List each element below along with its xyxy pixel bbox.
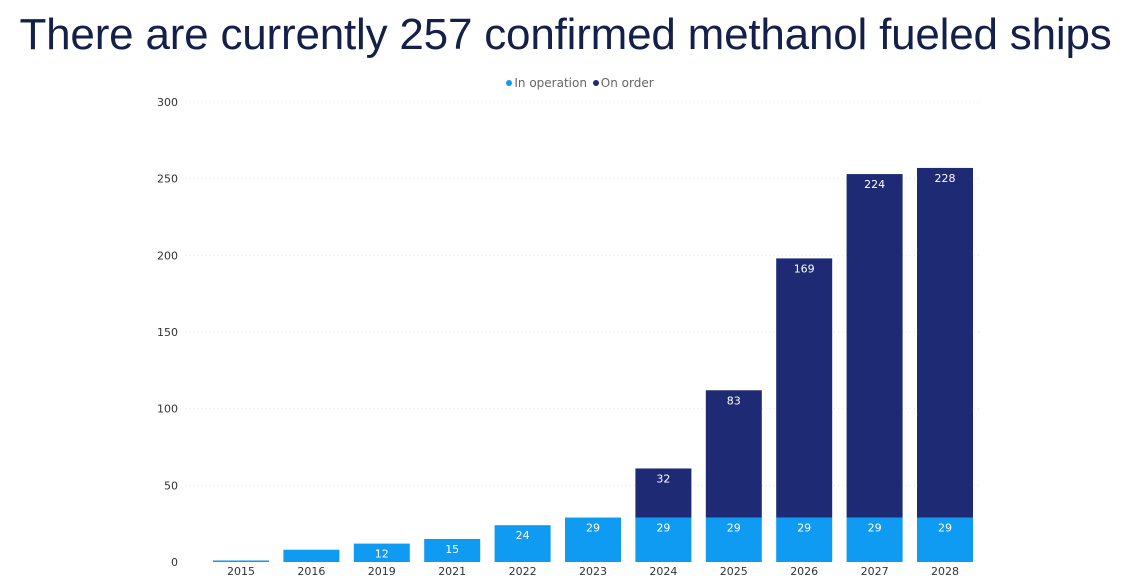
data-label: 169 <box>794 262 815 275</box>
bar-in-operation[interactable] <box>213 560 269 562</box>
x-tick-label: 2022 <box>509 565 537 578</box>
bar-in-operation[interactable] <box>917 517 973 562</box>
bar-in-operation[interactable] <box>353 543 410 562</box>
legend-dot-icon <box>592 80 599 86</box>
y-tick-label: 250 <box>157 173 178 186</box>
legend-label: In operation <box>514 76 587 90</box>
data-label: 29 <box>868 522 882 535</box>
bar-in-operation[interactable] <box>705 517 762 562</box>
data-label: 29 <box>656 522 670 535</box>
x-tick-label: 2024 <box>649 565 677 578</box>
bar-in-operation[interactable] <box>635 517 692 562</box>
x-tick-label: 2016 <box>297 565 325 578</box>
y-tick-label: 150 <box>157 326 178 339</box>
y-tick-label: 100 <box>157 403 178 416</box>
data-label: 29 <box>586 522 600 535</box>
data-label: 12 <box>375 548 389 561</box>
bar-on-order[interactable] <box>705 390 762 518</box>
data-label: 29 <box>938 522 952 535</box>
data-label: 83 <box>727 394 741 407</box>
chart-legend: In operation On order <box>0 76 1131 90</box>
data-label: 32 <box>656 472 670 485</box>
legend-label: On order <box>600 76 654 90</box>
data-label: 29 <box>727 522 741 535</box>
x-tick-label: 2019 <box>368 565 396 578</box>
y-tick-label: 50 <box>164 479 178 492</box>
x-tick-label: 2025 <box>720 565 748 578</box>
data-label: 29 <box>797 522 811 535</box>
y-tick-label: 0 <box>171 556 178 569</box>
bar-in-operation[interactable] <box>846 517 903 562</box>
bar-on-order[interactable] <box>635 468 692 518</box>
data-label: 15 <box>445 543 459 556</box>
bar-in-operation[interactable] <box>424 539 481 562</box>
data-label: 224 <box>864 178 885 191</box>
y-tick-label: 200 <box>157 249 178 262</box>
bar-on-order[interactable] <box>917 167 973 518</box>
bar-on-order[interactable] <box>776 258 833 518</box>
bar-in-operation[interactable] <box>565 517 621 562</box>
page-title: There are currently 257 confirmed methan… <box>19 10 1112 59</box>
bar-in-operation[interactable] <box>776 517 833 562</box>
x-tick-label: 2023 <box>579 565 607 578</box>
x-tick-label: 2027 <box>861 565 889 578</box>
x-tick-label: 2026 <box>790 565 818 578</box>
bar-in-operation[interactable] <box>283 549 340 562</box>
x-tick-label: 2015 <box>227 565 255 578</box>
y-tick-label: 300 <box>157 96 178 109</box>
bar-on-order[interactable] <box>846 174 903 518</box>
legend-item-in-operation[interactable]: In operation <box>506 76 587 90</box>
x-tick-label: 2021 <box>438 565 466 578</box>
data-label: 24 <box>516 529 530 542</box>
x-tick-label: 2028 <box>931 565 959 578</box>
legend-dot-icon <box>506 80 513 86</box>
legend-item-on-order[interactable]: On order <box>592 76 654 90</box>
data-label: 228 <box>935 172 956 185</box>
bar-in-operation[interactable] <box>494 525 551 562</box>
